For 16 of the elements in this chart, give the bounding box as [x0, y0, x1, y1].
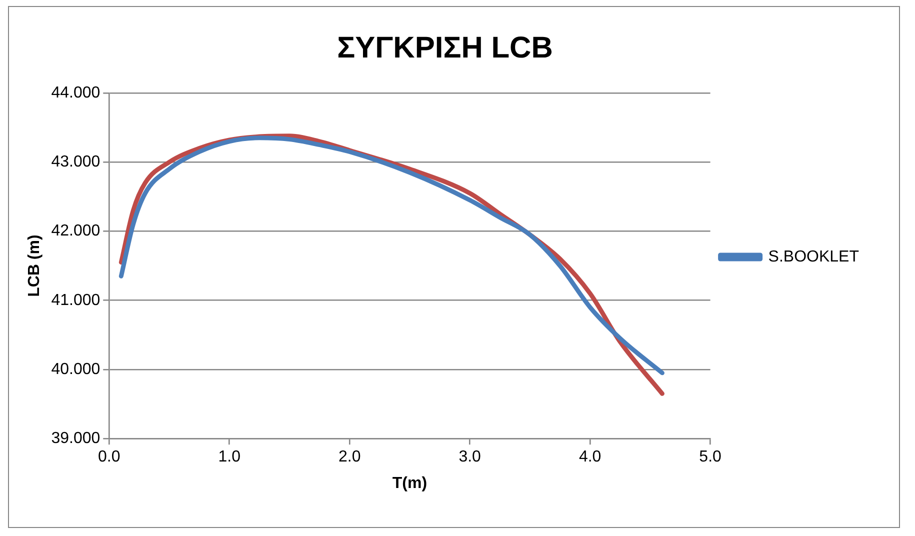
y-axis-title: LCB (m) — [26, 234, 44, 297]
y-tick-label: 43.000 — [51, 154, 100, 171]
x-tick-label: 1.0 — [218, 448, 241, 466]
y-tick-label: 40.000 — [51, 360, 100, 378]
x-axis-title: T(m) — [392, 474, 428, 492]
x-tick-label: 2.0 — [338, 448, 361, 466]
y-tick-label: 44.000 — [51, 84, 100, 102]
x-tick-label: 4.0 — [578, 448, 602, 466]
x-tick-label: 0.0 — [98, 448, 120, 466]
chart-title: ΣΥΓΚΡΙΣΗ LCB — [337, 31, 553, 64]
legend-label: S.BOOKLET — [768, 248, 860, 266]
y-tick-label: 41.000 — [51, 292, 100, 309]
y-tick-label: 39.000 — [51, 430, 100, 448]
x-tick-label: 3.0 — [458, 448, 482, 466]
y-tick-label: 42.000 — [51, 222, 100, 240]
x-tick-label: 5.0 — [699, 448, 722, 466]
